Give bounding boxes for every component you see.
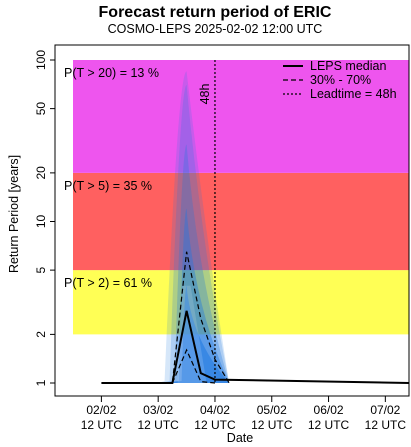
spread-layer-1: [158, 85, 230, 384]
y-tick-label-3: 10: [34, 215, 48, 229]
x-tick-label-date-2: 04/02: [200, 403, 230, 417]
series-line-1: [158, 251, 230, 384]
band-probability-labels: P(T > 2) = 61 % P(T > 5) = 35 % P(T > 20) …: [64, 66, 159, 290]
y-tick-label-6: 100: [34, 50, 48, 70]
spread-layer-3: [158, 208, 230, 383]
x-tick-label-time-1: 12 UTC: [138, 418, 180, 432]
band-probability-label-0: P(T > 2) = 61 %: [64, 276, 152, 290]
x-tick-label-time-0: 12 UTC: [81, 418, 123, 432]
risk-band-0: [73, 270, 409, 335]
y-tick-label-0: 1: [34, 379, 48, 386]
band-probability-label-1: P(T > 5) = 35 %: [64, 179, 152, 193]
spread-layer-0: [158, 71, 230, 384]
x-tick-label-time-4: 12 UTC: [308, 418, 350, 432]
x-tick-label-date-0: 02/02: [86, 403, 116, 417]
leadtime-marker: 48h: [198, 60, 216, 383]
y-axis-label: Return Period [years]: [7, 155, 21, 273]
risk-band-1: [73, 172, 409, 271]
x-tick-label-time-5: 12 UTC: [365, 418, 407, 432]
series-line-2: [171, 348, 216, 384]
y-tick-label-1: 2: [34, 331, 48, 338]
x-tick-label-date-4: 06/02: [314, 403, 344, 417]
y-tick-label-4: 20: [34, 166, 48, 180]
x-tick-label-time-2: 12 UTC: [194, 418, 236, 432]
spread-layer-2: [158, 144, 230, 383]
chart-title: Forecast return period of ERIC: [99, 4, 332, 21]
plot-frame: [54, 44, 410, 397]
risk-bands: [73, 60, 409, 335]
risk-band-2: [73, 60, 409, 173]
y-tick-label-2: 5: [34, 266, 48, 273]
x-tick-label-time-3: 12 UTC: [251, 418, 293, 432]
legend-entry-0: LEPS median: [310, 59, 386, 73]
legend-entry-1: 30% - 70%: [310, 73, 371, 87]
spread-layer-4: [158, 285, 230, 383]
x-tick-label-date-5: 07/02: [370, 403, 400, 417]
series-lines: [101, 251, 410, 384]
band-probability-label-2: P(T > 20) = 13 %: [64, 66, 159, 80]
y-axis: 1 2 5 10 20 50 100: [34, 50, 55, 386]
chart-subtitle: COSMO-LEPS 2025-02-02 12:00 UTC: [108, 22, 323, 36]
x-axis-label: Date: [227, 431, 253, 445]
x-tick-label-date-3: 05/02: [257, 403, 287, 417]
leadtime-marker-label: 48h: [198, 84, 212, 105]
legend-entry-2: Leadtime = 48h: [310, 87, 397, 101]
x-tick-label-date-1: 03/02: [143, 403, 173, 417]
y-tick-label-5: 50: [34, 102, 48, 116]
